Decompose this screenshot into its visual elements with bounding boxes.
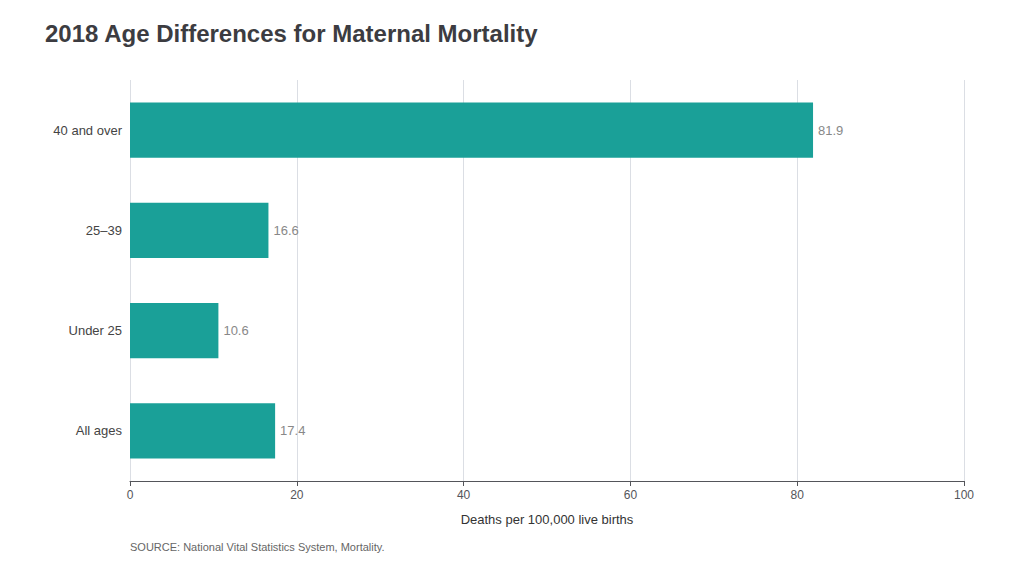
- svg-text:17.4: 17.4: [280, 423, 305, 438]
- svg-text:Under 25: Under 25: [69, 323, 122, 338]
- svg-text:16.6: 16.6: [273, 223, 298, 238]
- svg-text:20: 20: [290, 488, 304, 502]
- svg-text:40 and over: 40 and over: [53, 123, 122, 138]
- svg-text:10.6: 10.6: [223, 323, 248, 338]
- svg-text:81.9: 81.9: [818, 123, 843, 138]
- svg-text:Deaths per 100,000 live births: Deaths per 100,000 live births: [461, 512, 634, 527]
- svg-text:60: 60: [624, 488, 638, 502]
- svg-text:2018 Age Differences for Mater: 2018 Age Differences for Maternal Mortal…: [45, 20, 538, 47]
- svg-text:80: 80: [791, 488, 805, 502]
- svg-text:25–39: 25–39: [86, 223, 122, 238]
- svg-text:SOURCE: National Vital Statist: SOURCE: National Vital Statistics System…: [130, 541, 385, 553]
- svg-text:All ages: All ages: [76, 423, 123, 438]
- svg-text:40: 40: [457, 488, 471, 502]
- svg-text:100: 100: [954, 488, 974, 502]
- svg-text:0: 0: [127, 488, 134, 502]
